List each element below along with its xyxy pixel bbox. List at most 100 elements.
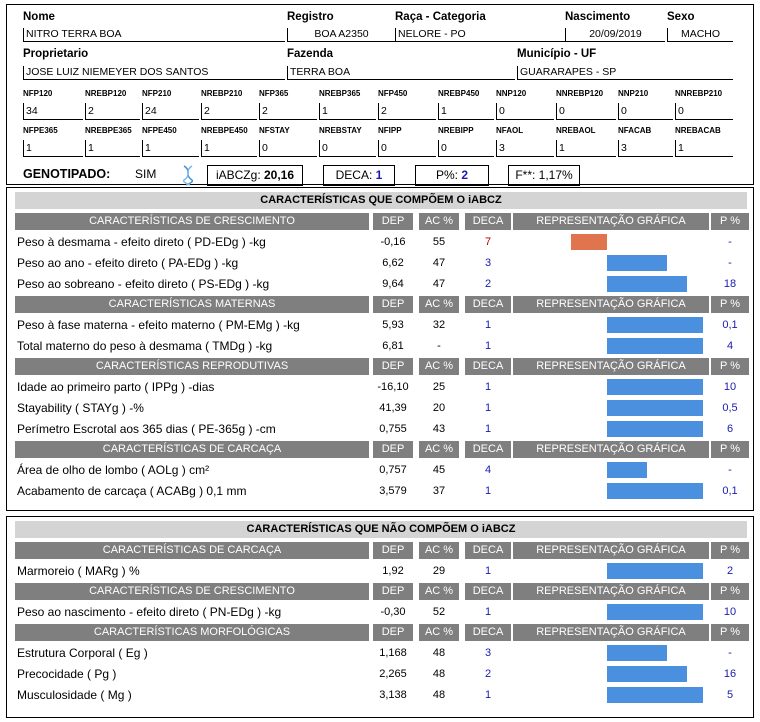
ac-value: 48 <box>432 689 446 701</box>
stat-label-nfaol: NFAOL <box>496 126 524 135</box>
iabczg-box: iABCZg: 20,16 <box>207 165 303 186</box>
p-value: - <box>728 236 732 248</box>
stat-label-nfacab: NFACAB <box>618 126 652 135</box>
col-header-dep: DEP <box>373 542 413 559</box>
p-value: 4 <box>726 340 734 352</box>
municipio-label: Município - UF <box>517 48 597 60</box>
stat-label-nrebacab: NREBACAB <box>675 126 721 135</box>
p-value: 0,1 <box>722 485 738 497</box>
deca-value: 1 <box>375 168 383 182</box>
graphic-bar <box>607 255 667 271</box>
stat-value-nrebp120: 2 <box>85 103 140 120</box>
table-row: Acabamento de carcaça ( ACABg ) 0,1 mm 3,… <box>7 481 753 502</box>
table-row: Peso à fase materna - efeito materno ( P… <box>7 315 753 336</box>
genotipado-value: SIM <box>135 167 157 181</box>
dep-value: 0,757 <box>379 464 407 476</box>
stat-value-nfaol: 3 <box>496 140 554 157</box>
section-title: CARACTERÍSTICAS MORFOLÓGICAS <box>15 624 369 641</box>
dep-value: 9,64 <box>382 278 404 290</box>
trait-label: Idade ao primeiro parto ( IPPg ) -dias <box>17 380 215 394</box>
graphic-bar <box>607 338 703 354</box>
stat-label-nrebp210: NREBP210 <box>201 89 243 98</box>
stat-value-nrebacab: 1 <box>675 140 733 157</box>
deca-label: DECA: <box>335 168 373 182</box>
genotipado-label: GENOTIPADO: <box>23 167 111 181</box>
col-header-p: P % <box>711 358 749 375</box>
ac-value: 52 <box>432 606 446 618</box>
trait-label: Estrutura Corporal ( Eg ) <box>17 646 148 660</box>
ac-value: 20 <box>432 402 446 414</box>
trait-label: Marmoreio ( MARg ) % <box>17 564 140 578</box>
col-header-p: P % <box>711 213 749 230</box>
p-value: 5 <box>726 689 734 701</box>
f-box: F**: 1,17% <box>508 165 580 186</box>
dep-value: -0,16 <box>380 236 406 248</box>
col-header-dep: DEP <box>373 213 413 230</box>
nascimento-label: Nascimento <box>565 11 631 23</box>
stat-label-nrebpe450: NREBPE450 <box>201 126 248 135</box>
col-header-p: P % <box>711 296 749 313</box>
raca-value: NELORE - PO <box>395 28 565 42</box>
stat-label-nfp450: NFP450 <box>378 89 408 98</box>
ac-value: 32 <box>432 319 446 331</box>
p-label: P%: <box>435 168 458 182</box>
dep-value: 1,92 <box>382 565 404 577</box>
col-header-ac: AC % <box>419 441 459 458</box>
deca-box: DECA: 1 <box>323 165 395 186</box>
col-header-dep: DEP <box>373 358 413 375</box>
table-row: Peso ao nascimento - efeito direto ( PN-… <box>7 602 753 623</box>
p-value: - <box>728 647 732 659</box>
sexo-value: MACHO <box>667 28 733 42</box>
col-header-deca: DECA <box>465 358 511 375</box>
col-header-deca: DECA <box>465 441 511 458</box>
table-row: Marmoreio ( MARg ) % 1,92 29 1 2 <box>7 561 753 582</box>
deca-value: 7 <box>484 236 492 248</box>
ac-value: 29 <box>432 565 446 577</box>
dep-value: 3,579 <box>379 485 407 497</box>
dep-value: 3,138 <box>379 689 407 701</box>
stat-value-nrebipp: 0 <box>438 140 494 157</box>
table-row: Total materno do peso à desmama ( TMDg )… <box>7 336 753 357</box>
ac-value: 48 <box>432 668 446 680</box>
ac-value: 55 <box>432 236 446 248</box>
graphic-bar <box>607 645 667 661</box>
registro-label: Registro <box>287 11 334 23</box>
section-title: CARACTERÍSTICAS DE CRESCIMENTO <box>15 583 369 600</box>
ac-value: - <box>437 340 441 352</box>
p-value: 10 <box>723 606 737 618</box>
col-header-rep: REPRESENTAÇÃO GRÁFICA <box>513 624 709 641</box>
col-header-rep: REPRESENTAÇÃO GRÁFICA <box>513 441 709 458</box>
dep-value: -16,10 <box>377 381 409 393</box>
graphic-bar <box>607 462 647 478</box>
col-header-deca: DECA <box>465 583 511 600</box>
sexo-label: Sexo <box>667 11 695 23</box>
deca-value: 1 <box>484 689 492 701</box>
section-title: CARACTERÍSTICAS DE CRESCIMENTO <box>15 213 369 230</box>
proprietario-label: Proprietario <box>23 48 89 60</box>
graphic-bar <box>607 483 703 499</box>
stat-value-nfp450: 2 <box>378 103 436 120</box>
p-value: 0,1 <box>722 319 738 331</box>
section-title: CARACTERÍSTICAS MATERNAS <box>15 296 369 313</box>
table-row: Peso à desmama - efeito direto ( PD-EDg … <box>7 232 753 253</box>
ac-value: 47 <box>432 278 446 290</box>
stat-label-nnp120: NNP120 <box>496 89 527 98</box>
graphic-bar <box>607 400 703 416</box>
raca-label: Raça - Categoria <box>395 11 486 23</box>
stat-value-nrebpe365: 1 <box>85 140 140 157</box>
stat-value-nfipp: 0 <box>378 140 436 157</box>
deca-value: 4 <box>484 464 492 476</box>
stat-value-nnp120: 0 <box>496 103 554 120</box>
iabczg-label: iABCZg: <box>215 168 261 182</box>
proprietario-value: JOSE LUIZ NIEMEYER DOS SANTOS <box>23 66 285 80</box>
col-header-ac: AC % <box>419 583 459 600</box>
deca-value: 1 <box>484 319 492 331</box>
table1-caption: CARACTERÍSTICAS QUE COMPÕEM O iABCZ <box>15 192 747 209</box>
graphic-bar <box>571 234 607 250</box>
col-header-dep: DEP <box>373 441 413 458</box>
stat-label-nfstay: NFSTAY <box>259 126 290 135</box>
dep-value: 6,81 <box>382 340 404 352</box>
stat-label-nfp120: NFP120 <box>23 89 53 98</box>
fazenda-label: Fazenda <box>287 48 334 60</box>
p-value: - <box>728 257 732 269</box>
